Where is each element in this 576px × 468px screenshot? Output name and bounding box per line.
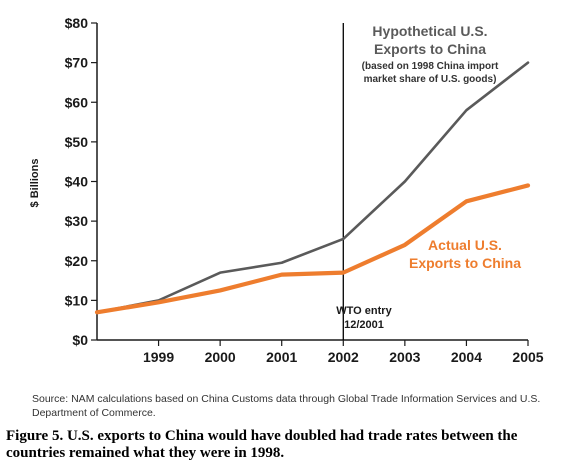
- y-tick-label: $50: [65, 134, 89, 150]
- hypothetical-note-line2: market share of U.S. goods): [364, 74, 497, 85]
- hypothetical-exports-line: [95, 61, 530, 314]
- y-axis-ticks: $0 $10 $20 $30 $40 $50 $60 $70 $80: [65, 15, 97, 348]
- y-tick-label: $40: [65, 174, 89, 190]
- actual-label-line2: Exports to China: [409, 255, 521, 271]
- x-tick-label: 2004: [451, 349, 482, 365]
- hypothetical-note-line1: (based on 1998 China import: [362, 61, 499, 72]
- wto-label-line2: 12/2001: [344, 319, 384, 331]
- y-tick-label: $10: [65, 292, 89, 308]
- x-tick-label: 2000: [205, 349, 236, 365]
- figure-caption: Figure 5. U.S. exports to China would ha…: [6, 428, 518, 461]
- x-tick-label: 2002: [328, 349, 359, 365]
- y-tick-label: $20: [65, 253, 89, 269]
- y-tick-label: $80: [65, 15, 89, 31]
- y-tick-label: $0: [72, 332, 88, 348]
- actual-exports-line: [94, 183, 531, 315]
- line-chart: $0 $10 $20 $30 $40 $50 $60 $70 $80 1999 2000 2001 2…: [29, 15, 544, 365]
- source-note: Source: NAM calculations based on China …: [32, 393, 541, 419]
- series-group: [94, 61, 531, 315]
- wto-label-line1: WTO entry: [336, 305, 392, 317]
- x-tick-label: 1999: [143, 349, 174, 365]
- actual-label-line1: Actual U.S.: [428, 237, 502, 253]
- x-tick-label: 2005: [512, 349, 543, 365]
- y-tick-label: $60: [65, 94, 89, 110]
- hypothetical-label-line1: Hypothetical U.S.: [372, 23, 487, 39]
- x-tick-label: 2001: [266, 349, 297, 365]
- y-axis-label: $ Billions: [29, 159, 41, 208]
- x-axis-ticks: 1999 2000 2001 2002 2003 2004 2005: [143, 340, 544, 365]
- y-tick-label: $30: [65, 213, 89, 229]
- hypothetical-label-line2: Exports to China: [374, 41, 486, 57]
- x-tick-label: 2003: [389, 349, 420, 365]
- y-tick-label: $70: [65, 55, 89, 71]
